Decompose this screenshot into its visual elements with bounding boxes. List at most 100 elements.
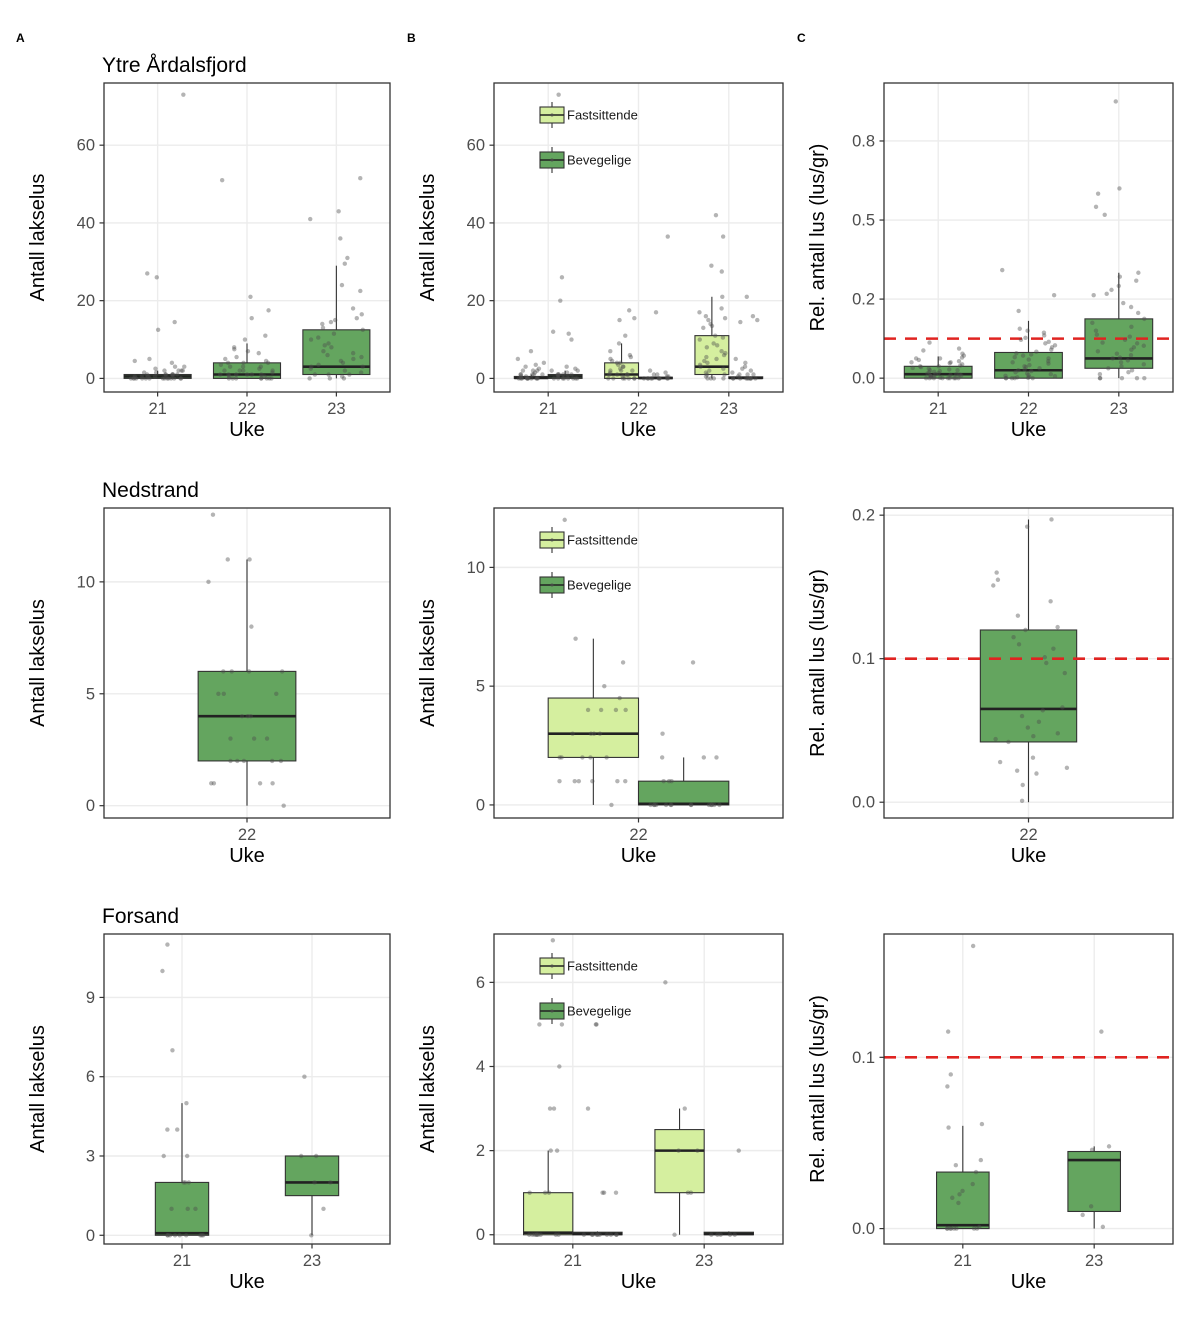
panel-border [883,507,1174,819]
y-axis-title: Antall lakselus [417,174,439,302]
legend-label-bev: Bevegelige [567,153,631,168]
x-tick-label: 22 [629,826,647,844]
y-tick-label: 2 [476,1142,485,1160]
legend-label-bev: Bevegelige [567,578,631,593]
y-tick-label: 6 [86,1068,95,1086]
x-tick-label: 23 [720,400,738,418]
boxplots [547,638,730,806]
legend-label-fast: Fastsittende [567,959,638,974]
y-tick-label: 0 [86,370,95,388]
y-axis-title: Rel. antall lus (lus/gr) [807,995,829,1183]
y-tick-label: 0.0 [852,794,875,812]
jitter-points [909,99,1147,381]
y-tick-label: 0.0 [852,370,875,388]
box-C2-22-total [979,629,1078,743]
panel-border [103,82,391,393]
panel-A2: 0 5 10 22 Nedstrand Uke Antall lakselus [27,479,391,867]
jitter-points [128,92,366,381]
box-B3-23-fast [654,1129,705,1194]
panel-title: Ytre Årdalsfjord [102,54,247,77]
x-axis-title: Uke [621,845,657,867]
x-tick-label: 21 [954,1252,972,1270]
panel-border [883,933,1174,1245]
box-C1-21-total [903,365,973,379]
x-axis-title: Uke [1011,845,1047,867]
legend: Fastsittende Bevegelige [539,102,638,173]
jitter-points [160,942,333,1238]
y-tick-label: 5 [86,685,95,703]
panel-letter-c: C [797,31,806,45]
boxplots [513,296,764,380]
y-axis-title: Antall lakselus [27,1025,49,1153]
x-axis-title: Uke [229,1271,265,1293]
gridlines [104,83,390,392]
boxplots [523,1108,754,1236]
box-B3-21-fast [523,1192,574,1236]
axes: 0.0 0.1 21 23 [852,1049,1103,1270]
panel-A1: 0 20 40 60 21 22 23 Ytre Årdalsfjord Uke Antall l… [27,54,391,441]
y-tick-label: 0 [86,1227,95,1245]
panel-border [493,507,784,819]
x-tick-label: 23 [1110,400,1128,418]
x-tick-label: 23 [327,400,345,418]
y-tick-label: 0.5 [852,212,875,230]
y-tick-label: 20 [467,292,485,310]
axes: 0 5 10 22 [77,573,257,844]
x-tick-label: 23 [695,1252,713,1270]
panel-B1: 0 20 40 60 21 22 23 Fastsittende Bevegelige Uke An… [417,82,784,441]
boxplots [154,1103,340,1236]
gridlines [104,934,390,1244]
legend: Fastsittende Bevegelige [539,527,638,598]
jitter-points [991,517,1070,803]
panel-border [103,933,391,1245]
y-axis-title: Antall lakselus [27,599,49,727]
y-axis-title: Antall lakselus [417,1025,439,1153]
y-tick-label: 0.1 [852,650,875,668]
box-C1-23-total [1084,318,1154,369]
y-tick-label: 0 [476,1226,485,1244]
x-tick-label: 21 [564,1252,582,1270]
panel-border [883,82,1174,393]
panel-title: Forsand [102,905,179,928]
panel-B2: 0 5 10 22 Fastsittende Bevegelige Uke Antall la… [417,507,784,867]
box-A3-23-total [284,1155,340,1197]
y-tick-label: 0 [86,797,95,815]
legend-label-fast: Fastsittende [567,108,638,123]
x-tick-label: 22 [238,400,256,418]
y-tick-label: 0.1 [852,1049,875,1067]
boxplots [903,272,1154,379]
x-tick-label: 22 [238,826,256,844]
x-tick-label: 21 [148,400,166,418]
y-tick-label: 3 [86,1147,95,1165]
boxplots [197,559,297,806]
x-tick-label: 23 [303,1252,321,1270]
panel-C3: 0.0 0.1 21 23 Uke Rel. antall lus (lus/gr) [807,933,1174,1293]
axes: 0 3 6 9 21 23 [86,989,321,1270]
axes: 0 20 40 60 21 22 23 [77,137,346,418]
panel-letter-a: A [16,31,25,45]
panel-title: Nedstrand [102,479,199,502]
panel-B3: 0 2 4 6 21 23 Fastsittende Bevegelige Uke Antall … [417,933,784,1293]
x-axis-title: Uke [1011,419,1047,441]
box-C3-23-total [1067,1150,1122,1213]
box-A3-21-total [154,1181,210,1236]
y-tick-label: 4 [476,1058,485,1076]
x-axis-title: Uke [229,845,265,867]
legend: Fastsittende Bevegelige [539,953,638,1024]
x-axis-title: Uke [1011,1271,1047,1293]
y-tick-label: 60 [77,137,95,155]
y-tick-label: 40 [467,214,485,232]
jitter-points [557,517,722,808]
jitter-points [206,512,286,808]
y-tick-label: 9 [86,989,95,1007]
y-tick-label: 0.8 [852,132,875,150]
jitter-points [944,943,1112,1231]
y-tick-label: 6 [476,974,485,992]
panel-border [493,933,784,1245]
panel-border [493,82,784,393]
box-B2-22-fast [547,697,640,758]
x-axis-title: Uke [229,419,265,441]
